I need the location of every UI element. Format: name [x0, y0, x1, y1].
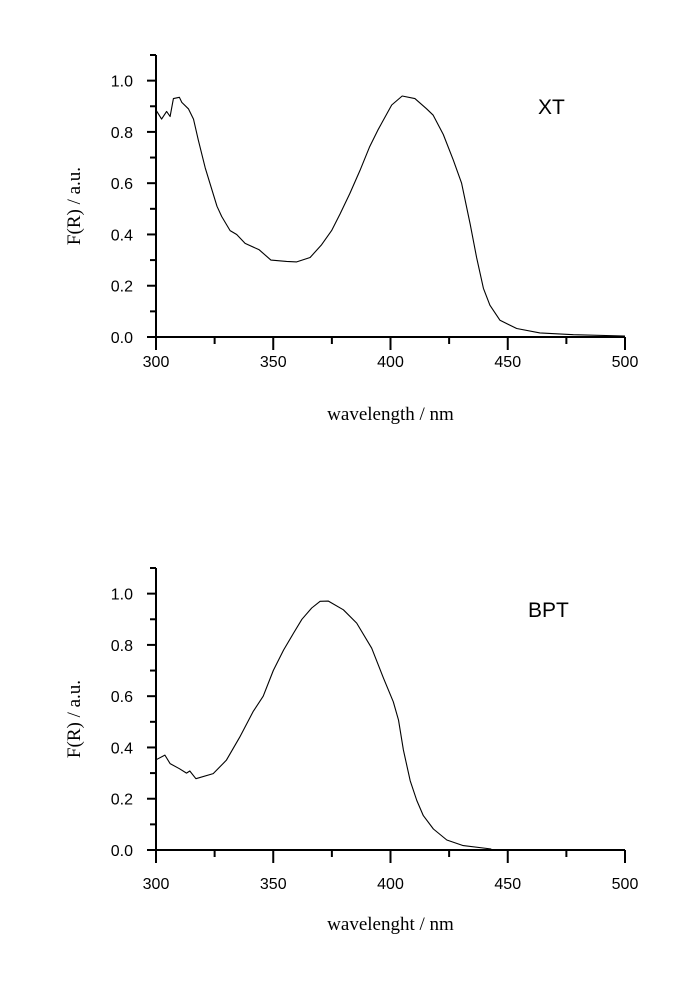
- x-tick-label: 450: [494, 876, 521, 893]
- y-tick-label: 0.6: [111, 689, 133, 706]
- sample-annotation: XT: [538, 96, 565, 119]
- chart-2: 300 350 400 450 500 0.0 0.2 0.4 0.6 0.8 1.0 wavelen…: [64, 567, 639, 935]
- y-axis-label: F(R) / a.u.: [64, 680, 85, 758]
- x-tick-label: 450: [494, 354, 521, 371]
- sample-annotation: BPT: [528, 599, 569, 622]
- x-tick-label: 500: [612, 876, 639, 893]
- chart-1: 300 350 400 450 500 0.0 0.2 0.4 0.6 0.8 1.0 wavelen…: [64, 54, 639, 425]
- y-axis-label: F(R) / a.u.: [64, 167, 85, 245]
- x-tick-label: 350: [260, 354, 287, 371]
- series-line-xt: [155, 95, 626, 337]
- y-tick-label: 0.4: [111, 740, 133, 757]
- y-tick-label: 1.0: [111, 74, 133, 91]
- y-tick-label: 0.6: [111, 176, 133, 193]
- y-tick-label: 0.0: [111, 843, 133, 860]
- x-tick-label: 300: [143, 876, 170, 893]
- y-tick-label: 0.8: [111, 638, 133, 655]
- y-tick-label: 0.2: [111, 279, 133, 296]
- x-tick-label: 500: [612, 354, 639, 371]
- x-tick-label: 350: [260, 876, 287, 893]
- x-tick-label: 400: [377, 876, 404, 893]
- series-line-bpt: [155, 600, 492, 850]
- y-tick-label: 0.8: [111, 125, 133, 142]
- y-tick-label: 0.4: [111, 227, 133, 244]
- y-tick-label: 0.0: [111, 330, 133, 347]
- y-tick-label: 1.0: [111, 587, 133, 604]
- y-tick-label: 0.2: [111, 792, 133, 809]
- x-axis-label: wavelength / nm: [327, 404, 454, 425]
- x-axis-label: wavelenght / nm: [327, 914, 454, 935]
- x-tick-label: 400: [377, 354, 404, 371]
- x-tick-label: 300: [143, 354, 170, 371]
